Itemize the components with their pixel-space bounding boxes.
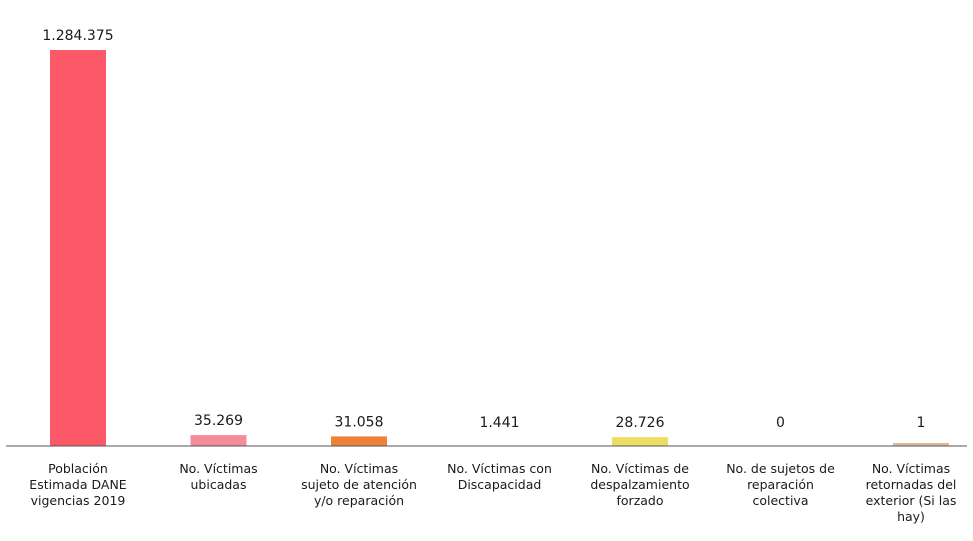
bar-2 [331, 436, 387, 446]
category-label-0: Población Estimada DANE vigencias 2019 [29, 461, 126, 508]
value-label-4: 28.726 [616, 415, 665, 431]
value-label-0: 1.284.375 [42, 28, 113, 44]
bars-group [50, 50, 949, 446]
bar-0 [50, 50, 106, 446]
bar-1 [190, 435, 247, 446]
value-label-5: 0 [776, 415, 785, 431]
bar-6 [893, 443, 949, 446]
bar-4 [612, 437, 668, 446]
value-label-3: 1.441 [479, 415, 519, 431]
category-label-1: No. Víctimas ubicadas [179, 461, 257, 492]
category-label-3: No. Víctimas con Discapacidad [447, 461, 552, 492]
value-labels-group: 1.284.375 35.269 31.058 1.441 28.726 0 1 [42, 28, 925, 431]
value-label-2: 31.058 [335, 414, 384, 430]
category-labels-group: Población Estimada DANE vigencias 2019 No. … [29, 461, 956, 524]
category-label-6: No. Víctimas retornadas del exterior (Si l… [866, 461, 957, 524]
category-label-5: No. de sujetos de reparación colectiva [726, 461, 835, 508]
value-label-1: 35.269 [194, 413, 243, 429]
category-label-4: No. Víctimas de despalzamiento forzado [590, 461, 689, 508]
category-label-2: No. Víctimas sujeto de atención y/o repara… [301, 461, 417, 508]
value-label-6: 1 [917, 415, 926, 431]
